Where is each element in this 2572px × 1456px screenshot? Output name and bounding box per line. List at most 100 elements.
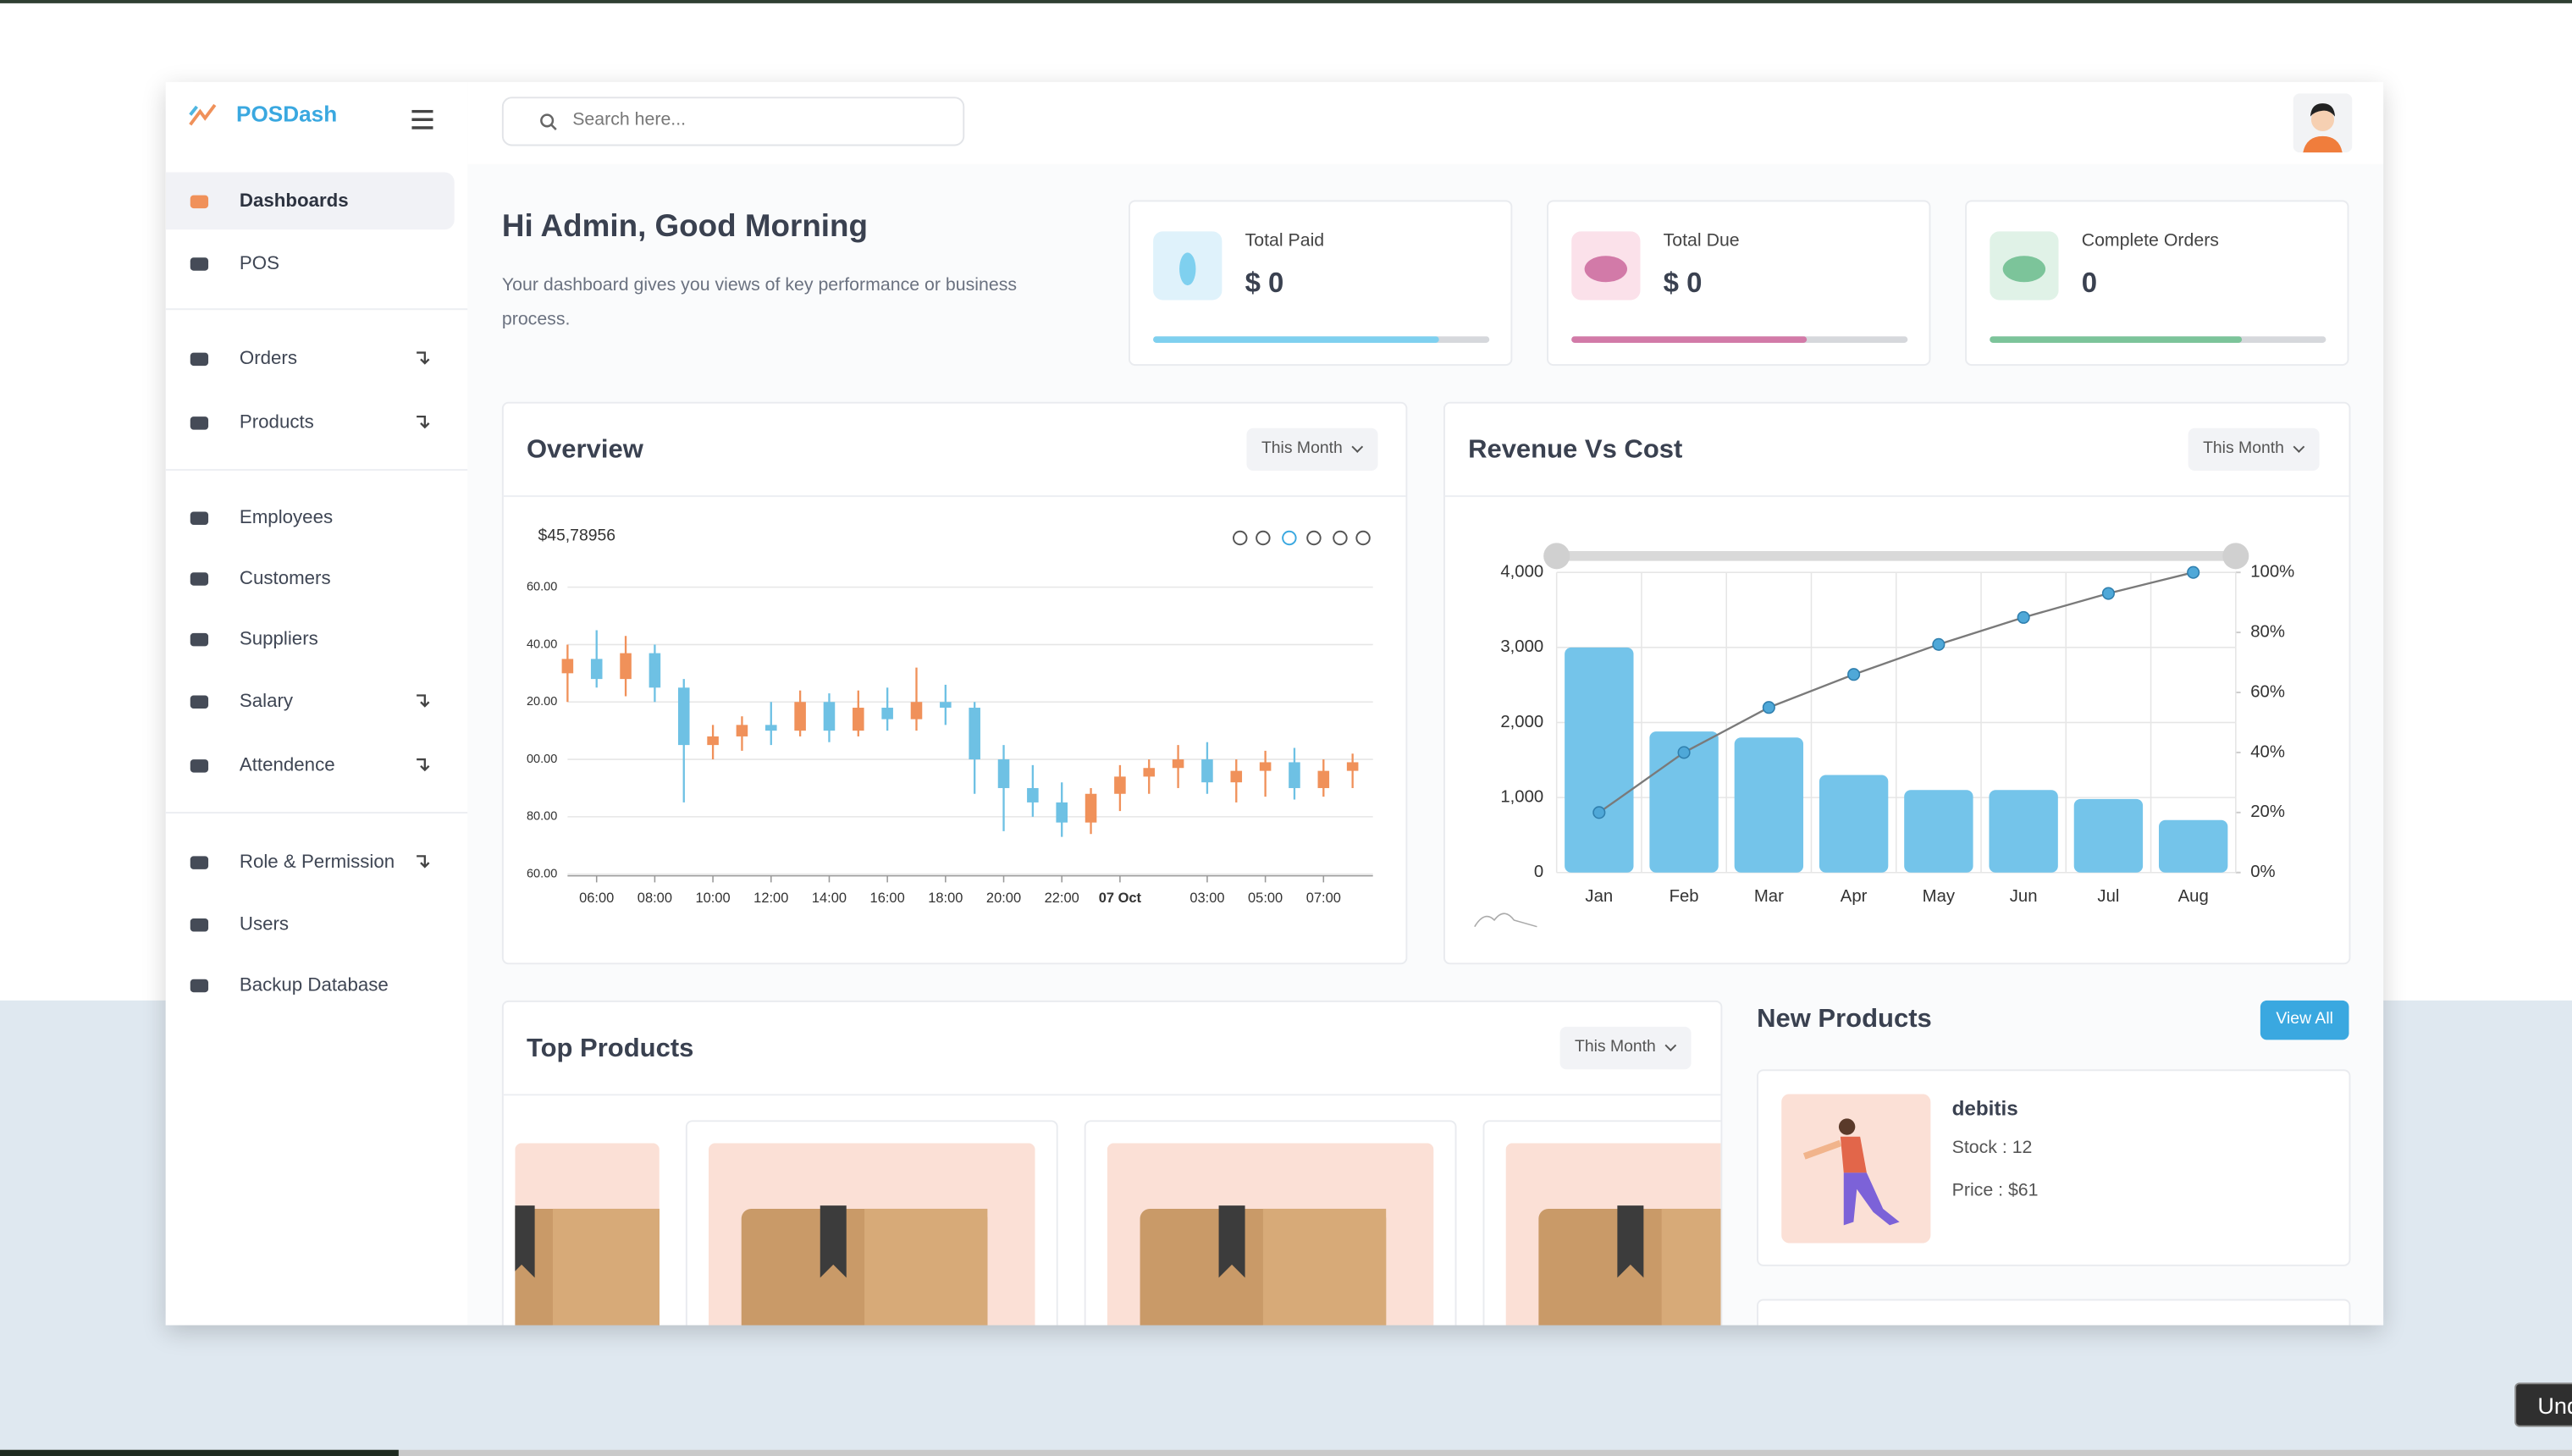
arrow-shape xyxy=(417,855,430,869)
menu-icon xyxy=(190,416,209,430)
progress xyxy=(1153,336,1490,343)
menu-item[interactable]: Backup Database xyxy=(239,975,389,996)
menu-item[interactable]: Orders xyxy=(239,349,297,369)
x-tick-label: 14:00 xyxy=(812,891,847,906)
revenue-chart: 0 1,000 2,000 3,000 4,000 0% 20% 40% 60% 80% 100% J… xyxy=(1474,543,2294,928)
stat-icon xyxy=(1153,231,1223,301)
slider-handle[interactable] xyxy=(2222,543,2249,570)
x-tick-label: 05:00 xyxy=(1248,891,1283,906)
bar xyxy=(1649,731,1719,873)
menu-item[interactable]: POS xyxy=(239,254,279,274)
arrow-shape xyxy=(417,351,430,365)
stat-label: Total Paid xyxy=(1245,231,1325,251)
y-tick-label: 00.00 xyxy=(527,753,557,766)
toolbar-icon[interactable] xyxy=(1355,530,1371,546)
candle-body xyxy=(1201,759,1213,783)
stat-value: 0 xyxy=(2081,267,2098,299)
box-side xyxy=(1262,1208,1387,1326)
y-tick-label: 80.00 xyxy=(527,810,557,824)
toolbar-icon[interactable] xyxy=(1282,530,1297,546)
divider xyxy=(503,495,1406,498)
candle-body xyxy=(1114,776,1126,794)
menu-item[interactable]: Dashboards xyxy=(239,191,349,212)
stat-value: $ 0 xyxy=(1245,267,1284,299)
menu-item[interactable]: Suppliers xyxy=(239,630,318,650)
top-products-card: Top Products This Month xyxy=(501,1000,1723,1326)
box-tab xyxy=(1218,1205,1245,1278)
y-tick-label: 2,000 xyxy=(1500,713,1543,731)
bar xyxy=(1734,737,1804,873)
toolbar-icon[interactable] xyxy=(1306,530,1322,546)
separator xyxy=(165,308,468,311)
menu-icon xyxy=(190,572,209,586)
icon-shape xyxy=(190,352,209,367)
menu-icon xyxy=(190,918,209,932)
submenu-arrow xyxy=(417,694,430,708)
toolbar-icon[interactable] xyxy=(1233,530,1248,546)
icon-shape xyxy=(190,759,209,773)
candle-body xyxy=(940,702,952,709)
y-tick-label: 40.00 xyxy=(527,637,557,651)
overview-card: Overview This Month $45,78956 60.00 40.00 2… xyxy=(501,401,1408,965)
brand[interactable]: POSDash xyxy=(236,102,338,127)
progress-fill xyxy=(1153,336,1439,343)
y2-tick-label: 100% xyxy=(2250,563,2294,582)
x-tick-label: 20:00 xyxy=(986,891,1021,906)
divider xyxy=(1444,495,2349,498)
arrow-shape xyxy=(417,758,430,772)
icon-shape xyxy=(2002,256,2046,283)
candle-body xyxy=(1027,787,1039,802)
y-tick-label: 20.00 xyxy=(527,695,557,709)
y2-tick-label: 40% xyxy=(2250,742,2285,761)
menu-icon xyxy=(190,759,209,773)
product-image xyxy=(1107,1143,1434,1326)
y-tick-label: 0 xyxy=(1534,863,1543,881)
view-all-button[interactable]: View All xyxy=(2260,1000,2349,1040)
overview-chart: $45,78956 60.00 40.00 20.00 00.00 80.00 60.00 0… xyxy=(527,527,1373,906)
x-tick-label: Jun xyxy=(2010,887,2038,906)
search-box[interactable]: Search here... xyxy=(501,97,965,146)
stat-card: Total Paid $ 0 xyxy=(1129,200,1513,367)
menu-item[interactable]: Users xyxy=(239,915,290,935)
search-placeholder: Search here... xyxy=(572,109,687,130)
filter-dropdown[interactable]: This Month xyxy=(1559,1026,1692,1070)
product-card[interactable]: debitis Stock : 12 Price : $61 xyxy=(1757,1069,2351,1266)
menu-item[interactable]: Customers xyxy=(239,569,331,589)
icon-shape xyxy=(190,195,209,209)
x-tick-label: May xyxy=(1923,887,1956,906)
candle-body xyxy=(561,659,574,674)
arrow-shape xyxy=(417,415,430,429)
filter-dropdown[interactable]: This Month xyxy=(2188,427,2321,472)
menu-icon xyxy=(190,352,209,367)
avatar[interactable] xyxy=(2293,93,2353,153)
candle-body xyxy=(620,653,632,680)
product-price: Price : $61 xyxy=(1951,1181,2039,1201)
candle-body xyxy=(1289,762,1300,788)
toolbar-icon[interactable] xyxy=(1333,530,1348,546)
menu-item[interactable]: Salary xyxy=(239,692,294,712)
top-edge xyxy=(0,0,2572,3)
stat-value: $ 0 xyxy=(1663,267,1703,299)
menu-toggle[interactable] xyxy=(411,109,434,130)
bar xyxy=(2158,819,2228,873)
menu-item[interactable]: Employees xyxy=(239,508,334,528)
candle-body xyxy=(853,708,864,731)
menu-item[interactable]: Attendence xyxy=(239,756,335,776)
icon-shape xyxy=(190,979,209,993)
slider-handle[interactable] xyxy=(1543,543,1570,570)
filter-dropdown[interactable]: This Month xyxy=(1246,427,1379,472)
product-card[interactable] xyxy=(1757,1299,2351,1326)
toolbar-icon[interactable] xyxy=(1256,530,1271,546)
menu-icon xyxy=(190,632,209,647)
box-tab xyxy=(820,1205,847,1278)
floating-button[interactable]: Und xyxy=(2514,1382,2572,1427)
candle-body xyxy=(823,702,836,731)
icon-shape xyxy=(190,918,209,932)
y-tick-label: 60.00 xyxy=(527,868,557,881)
menu-item[interactable]: Products xyxy=(239,413,314,433)
x-tick-label: 10:00 xyxy=(695,891,730,906)
menu-item[interactable]: Role & Permission xyxy=(239,852,395,873)
bar xyxy=(1819,775,1889,873)
candle-body xyxy=(969,708,980,760)
menu-icon xyxy=(190,195,209,209)
